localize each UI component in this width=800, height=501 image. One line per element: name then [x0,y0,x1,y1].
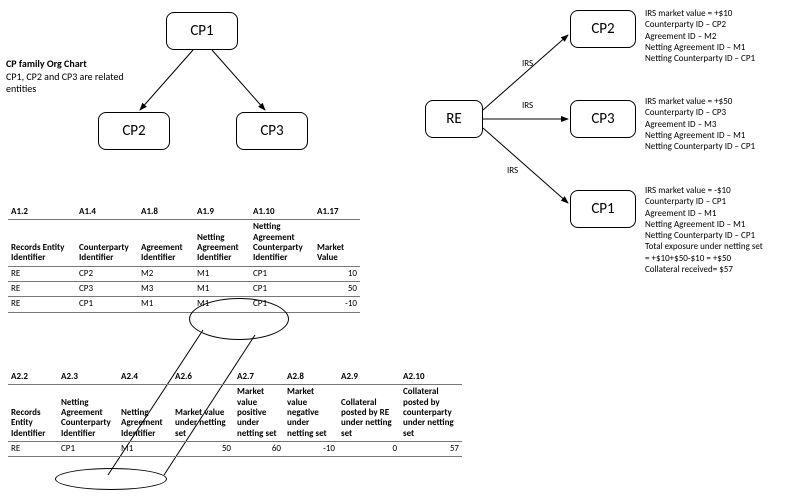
table-row: RECP3M3M1CP150 [8,282,360,297]
table-row: RECP2M2M1CP110 [8,266,360,281]
col-header: Agreement Identifier [138,220,194,266]
col-header: Market value negative under netting set [284,385,338,442]
right-node-cp1: CP1 [570,190,636,228]
detail-cp3: IRS market value = +$50 Counterparty ID … [645,96,800,152]
cell: -10 [314,297,360,312]
col-header: Netting Agreement Counterparty Identifie… [250,220,314,266]
col-code: A2.8 [284,370,338,385]
col-code: A2.4 [118,370,172,385]
cell: 10 [314,266,360,281]
table-row: Records Entity IdentifierCounterparty Id… [8,220,360,266]
cell: M1 [194,282,250,297]
col-code: A2.7 [234,370,284,385]
re-node: RE [425,100,483,138]
col-code: A2.6 [172,370,234,385]
col-header: Market Value [314,220,360,266]
right-node-cp2: CP2 [570,10,636,48]
col-code: A2.3 [58,370,118,385]
right-node-cp3: CP3 [570,100,636,138]
cell: M1 [138,297,194,312]
cell: CP1 [250,266,314,281]
col-header: Records Entity Identifier [8,220,76,266]
org-node-cp2: CP2 [98,112,170,150]
col-code: A2.10 [400,370,462,385]
cell: 50 [314,282,360,297]
cell: M2 [138,266,194,281]
col-header: Netting Agreement Identifier [194,220,250,266]
table-a1: A1.2A1.4A1.8A1.9A1.10A1.17Records Entity… [8,205,360,313]
edge-label-irs-3: IRS [507,165,518,176]
table-row: RECP1M1M1CP1-10 [8,297,360,312]
cell: CP1 [58,442,118,457]
table-row: Records Entity IdentifierNetting Agreeme… [8,385,462,442]
cell: RE [8,282,76,297]
col-code: A1.4 [76,205,138,220]
org-chart-line3: entities [6,82,36,95]
cell: M1 [118,442,172,457]
col-code: A1.2 [8,205,76,220]
circle-annot-bottom [55,468,167,490]
org-node-cp3: CP3 [236,112,308,150]
cell: 60 [234,442,284,457]
col-header: Records Entity Identifier [8,385,58,442]
cell: M1 [194,266,250,281]
table-row: RECP1M15060-10057 [8,442,462,457]
table-a2: A2.2A2.3A2.4A2.6A2.7A2.8A2.9A2.10Records… [8,370,462,457]
table-row: A2.2A2.3A2.4A2.6A2.7A2.8A2.9A2.10 [8,370,462,385]
cell: RE [8,266,76,281]
cell: 50 [172,442,234,457]
col-header: Netting Agreement Counterparty Identifie… [58,385,118,442]
col-header: Netting Agreement Identifier [118,385,172,442]
org-node-cp1: CP1 [166,12,238,50]
cell: RE [8,297,76,312]
cell: M3 [138,282,194,297]
org-chart-caption: CP family Org Chart CP1, CP2 and CP3 are… [6,58,141,96]
col-header: Collateral posted by RE under netting se… [338,385,400,442]
cell: CP3 [76,282,138,297]
detail-cp2: IRS market value = +$10 Counterparty ID … [645,8,800,64]
col-code: A1.8 [138,205,194,220]
detail-cp1: IRS market value = -$10 Counterparty ID … [645,185,800,275]
table-row: A1.2A1.4A1.8A1.9A1.10A1.17 [8,205,360,220]
circle-annot-top [189,298,289,340]
col-code: A1.9 [194,205,250,220]
col-code: A2.2 [8,370,58,385]
edge-label-irs-2: IRS [522,100,533,111]
cell: RE [8,442,58,457]
col-header: Market value under netting set [172,385,234,442]
org-chart-line2: CP1, CP2 and CP3 are related [6,70,124,83]
col-header: Collateral posted by counterparty under … [400,385,462,442]
col-code: A1.17 [314,205,360,220]
cell: 0 [338,442,400,457]
org-chart-title: CP family Org Chart [6,57,87,70]
cell: 57 [400,442,462,457]
edge-label-irs-1: IRS [522,58,533,69]
col-header: Market value positive under netting set [234,385,284,442]
col-code: A1.10 [250,205,314,220]
col-code: A2.9 [338,370,400,385]
cell: CP1 [250,282,314,297]
cell: CP2 [76,266,138,281]
cell: CP1 [76,297,138,312]
col-header: Counterparty Identifier [76,220,138,266]
cell: -10 [284,442,338,457]
